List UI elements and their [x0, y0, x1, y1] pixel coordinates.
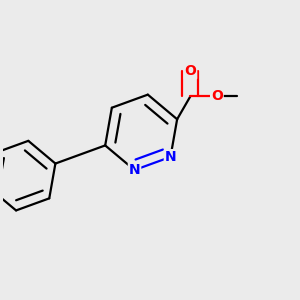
Text: O: O: [184, 64, 196, 78]
Text: O: O: [211, 89, 223, 103]
Text: N: N: [165, 150, 176, 164]
Text: N: N: [129, 163, 140, 177]
